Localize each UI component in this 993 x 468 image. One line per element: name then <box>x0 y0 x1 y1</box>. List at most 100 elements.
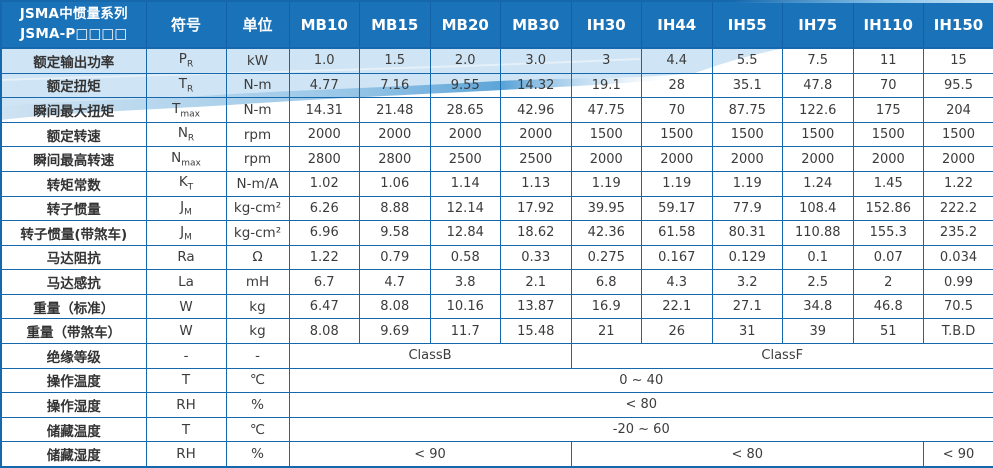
value-cell: 2.5 <box>782 269 854 295</box>
row-symbol: Tmax <box>145 97 227 123</box>
model-column-header: IH150 <box>923 0 993 49</box>
value-cell: 42.36 <box>570 220 642 246</box>
row-label: 转子惯量 <box>0 195 147 222</box>
value-cell: 6.26 <box>288 195 360 222</box>
value-cell: 8.08 <box>288 318 360 345</box>
row-label: 操作温度 <box>0 367 147 394</box>
value-cell: 46.8 <box>852 293 924 320</box>
value-cell: 47.8 <box>782 72 854 99</box>
row-unit: Ω <box>225 244 290 271</box>
value-cell: 110.88 <box>782 220 854 246</box>
value-cell: 13.87 <box>500 293 572 320</box>
row-label: 绝缘等级 <box>0 343 147 369</box>
value-cell: 2800 <box>359 146 431 172</box>
value-cell: 3.2 <box>711 269 783 295</box>
value-cell: 0.275 <box>570 244 642 271</box>
value-cell: 2000 <box>782 146 854 172</box>
row-unit: % <box>225 392 290 418</box>
value-cell: 1.06 <box>359 170 431 197</box>
value-cell: 28 <box>641 72 713 99</box>
row-symbol: La <box>145 269 227 295</box>
value-cell: 8.88 <box>359 195 431 222</box>
symbol-column-header: 符号 <box>145 0 227 49</box>
value-cell: 7.5 <box>782 47 854 74</box>
value-cell: 1.22 <box>923 170 993 197</box>
value-cell: 1.02 <box>288 170 360 197</box>
value-cell: 70 <box>852 72 924 99</box>
value-cell: 3.8 <box>429 269 501 295</box>
value-cell: 9.58 <box>359 220 431 246</box>
merged-value-cell: < 90 <box>288 441 572 468</box>
spec-row: 马达阻抗 Ra Ω 1.22 0.79 0.58 0.33 0.275 0.167 0.129 0.… <box>0 244 993 271</box>
value-cell: 0.07 <box>852 244 924 271</box>
row-symbol: T <box>145 416 227 443</box>
value-cell: 11 <box>852 47 924 74</box>
value-cell: 175 <box>852 97 924 123</box>
row-label: 瞬间最大扭矩 <box>0 97 147 123</box>
value-cell: 14.31 <box>288 97 360 123</box>
value-cell: 35.1 <box>711 72 783 99</box>
value-cell: 2000 <box>500 121 572 148</box>
value-cell: 2000 <box>923 146 993 172</box>
spec-row: 绝缘等级 - - ClassB ClassF <box>0 343 993 369</box>
row-unit: rpm <box>225 121 290 148</box>
spec-rows: 额定输出功率 PR kW 1.0 1.5 2.0 3.0 3 4.4 5.5 7.5 11 15 额定扭矩… <box>0 47 993 468</box>
row-label: 额定转速 <box>0 121 147 148</box>
row-label: 马达感抗 <box>0 269 147 295</box>
value-cell: 12.84 <box>429 220 501 246</box>
value-cell: 1500 <box>782 121 854 148</box>
value-cell: 2000 <box>641 146 713 172</box>
value-cell: 4.7 <box>359 269 431 295</box>
value-cell: 4.77 <box>288 72 360 99</box>
row-symbol: NR <box>145 121 227 148</box>
value-cell: 34.8 <box>782 293 854 320</box>
row-symbol: KT <box>145 170 227 197</box>
row-label: 转矩常数 <box>0 170 147 197</box>
row-symbol: JM <box>145 195 227 222</box>
value-cell: 6.7 <box>288 269 360 295</box>
value-cell: 4.4 <box>641 47 713 74</box>
value-cell: 5.5 <box>711 47 783 74</box>
row-symbol: Nmax <box>145 146 227 172</box>
symbol-subscript: T <box>187 183 194 194</box>
value-cell: 21 <box>570 318 642 345</box>
model-column-header: MB10 <box>288 0 360 49</box>
row-label: 操作湿度 <box>0 392 147 418</box>
model-column-header: MB20 <box>429 0 501 49</box>
row-unit: kg <box>225 318 290 345</box>
value-cell: 51 <box>852 318 924 345</box>
row-unit: kg-cm² <box>225 220 290 246</box>
row-label: 储藏温度 <box>0 416 147 443</box>
value-cell: 6.96 <box>288 220 360 246</box>
value-cell: 1500 <box>923 121 993 148</box>
value-cell: 17.92 <box>500 195 572 222</box>
model-column-header: IH75 <box>782 0 854 49</box>
value-cell: 1.13 <box>500 170 572 197</box>
value-cell: 1.5 <box>359 47 431 74</box>
row-label: 额定扭矩 <box>0 72 147 99</box>
merged-value-cell: ClassB <box>288 343 572 369</box>
series-title: JSMA中惯量系列 JSMA-P□□□□ <box>0 0 147 49</box>
value-cell: 80.31 <box>711 220 783 246</box>
value-cell: 222.2 <box>923 195 993 222</box>
value-cell: 3.0 <box>500 47 572 74</box>
value-cell: 31 <box>711 318 783 345</box>
value-cell: 7.16 <box>359 72 431 99</box>
value-cell: 0.167 <box>641 244 713 271</box>
model-column-header: MB15 <box>359 0 431 49</box>
value-cell: 1.45 <box>852 170 924 197</box>
merged-value-cell: < 80 <box>570 441 924 468</box>
value-cell: 152.86 <box>852 195 924 222</box>
symbol-subscript: max <box>181 158 201 169</box>
merged-value-cell: < 80 <box>288 392 993 418</box>
row-symbol: Ra <box>145 244 227 271</box>
spec-row: 瞬间最高转速 Nmax rpm 2800 2800 2500 2500 2000 2000 200… <box>0 146 993 172</box>
row-symbol: RH <box>145 441 227 468</box>
value-cell: 2500 <box>500 146 572 172</box>
value-cell: 2 <box>852 269 924 295</box>
value-cell: 61.58 <box>641 220 713 246</box>
value-cell: 4.3 <box>641 269 713 295</box>
row-symbol: T <box>145 367 227 394</box>
row-unit: N-m <box>225 72 290 99</box>
